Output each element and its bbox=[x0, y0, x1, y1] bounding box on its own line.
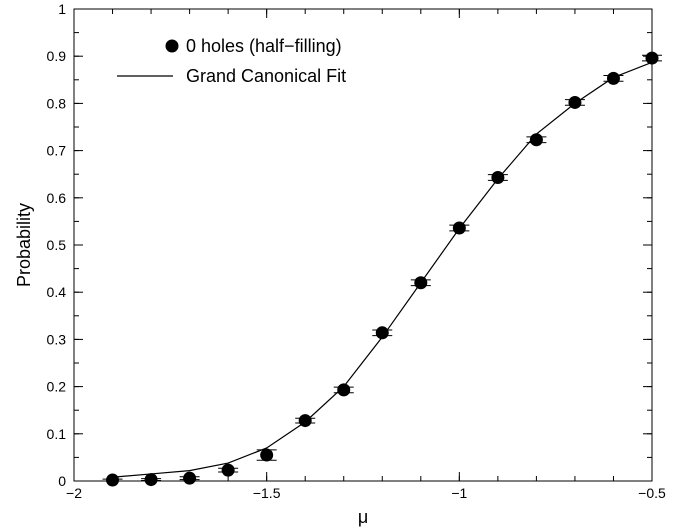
y-tick-label: 0.8 bbox=[47, 95, 67, 111]
data-point bbox=[106, 473, 120, 487]
data-point bbox=[491, 171, 505, 185]
data-point bbox=[221, 463, 235, 477]
y-tick-label: 0.4 bbox=[47, 284, 67, 300]
y-tick-label: 0.9 bbox=[47, 48, 67, 64]
y-tick-label: 0.5 bbox=[47, 237, 67, 253]
data-point bbox=[414, 276, 428, 290]
y-tick-label: 0.7 bbox=[47, 143, 67, 159]
legend-label-line: Grand Canonical Fit bbox=[186, 66, 346, 86]
data-point bbox=[183, 471, 197, 485]
plot-frame bbox=[73, 8, 653, 482]
x-tick-label: −2 bbox=[66, 485, 82, 501]
data-point bbox=[337, 383, 351, 397]
x-tick-label: −1.5 bbox=[253, 485, 281, 501]
y-tick-label: 0.1 bbox=[47, 426, 67, 442]
data-point bbox=[144, 473, 158, 487]
y-tick-label: 0.6 bbox=[47, 190, 67, 206]
data-point bbox=[568, 95, 582, 109]
data-point bbox=[529, 133, 543, 147]
y-tick-label: 1 bbox=[58, 1, 66, 17]
x-axis-title: μ bbox=[358, 507, 368, 527]
legend-label-points: 0 holes (half−filling) bbox=[186, 36, 342, 56]
data-point bbox=[645, 51, 659, 65]
legend-marker-points bbox=[165, 39, 179, 53]
y-tick-label: 0.2 bbox=[47, 379, 67, 395]
fit-line bbox=[112, 61, 653, 478]
data-point bbox=[260, 448, 274, 462]
data-point bbox=[452, 221, 466, 235]
data-point bbox=[375, 326, 389, 340]
y-tick-label: 0 bbox=[58, 473, 66, 489]
y-axis-title: Probability bbox=[14, 203, 34, 287]
x-tick-label: −0.5 bbox=[638, 485, 666, 501]
x-tick-label: −1 bbox=[451, 485, 467, 501]
data-point bbox=[606, 71, 620, 85]
data-point bbox=[298, 414, 312, 428]
legend: 0 holes (half−filling) Grand Canonical F… bbox=[117, 36, 346, 86]
y-tick-label: 0.3 bbox=[47, 331, 67, 347]
